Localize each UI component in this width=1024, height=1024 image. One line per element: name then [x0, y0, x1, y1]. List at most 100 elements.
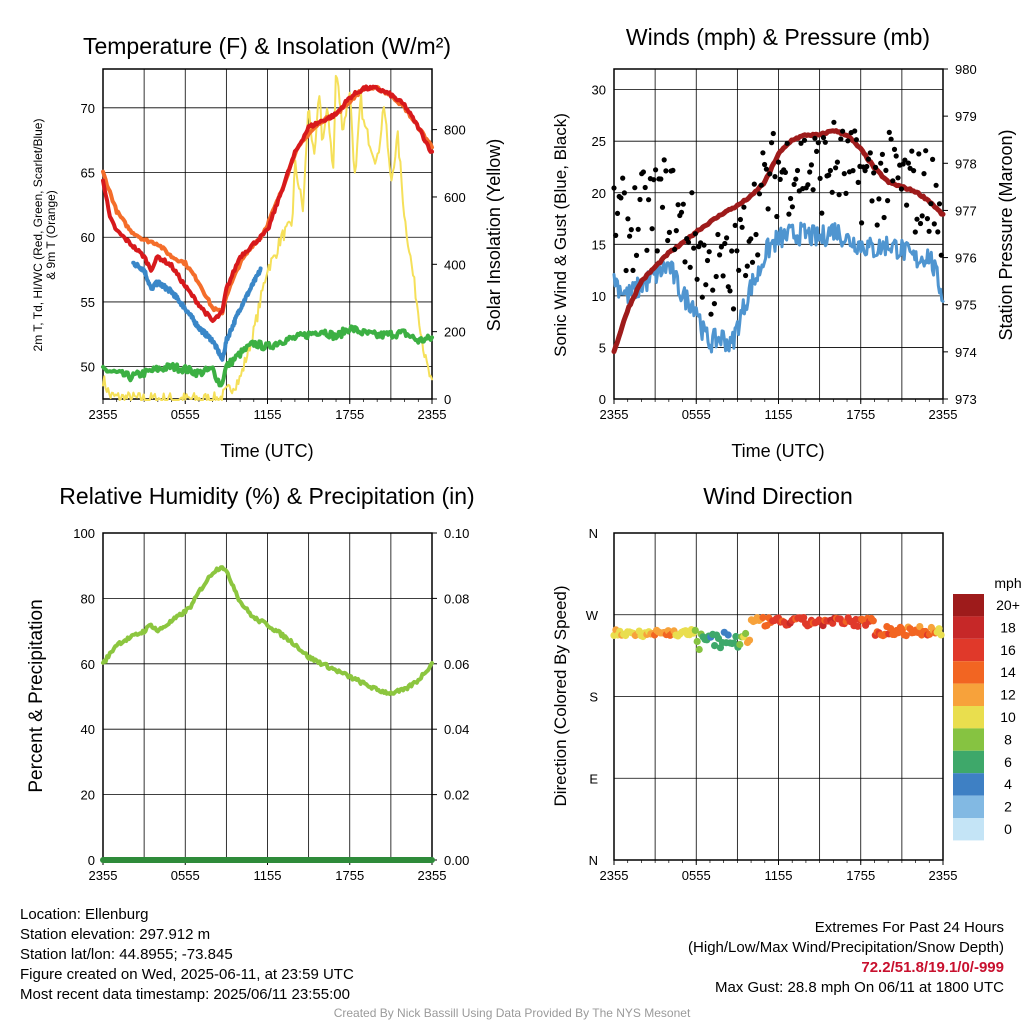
gust-point [900, 161, 906, 167]
wind-y2tick-label: 980 [955, 62, 977, 77]
info-location: Location: Ellenburg [20, 906, 149, 923]
gust-point [936, 201, 943, 207]
direction-point [736, 640, 744, 649]
rh-y2tick-label: 0.02 [444, 788, 469, 803]
gust-point [838, 136, 844, 142]
gust-point [798, 140, 804, 146]
temp-xtick-label: 1155 [254, 407, 282, 422]
gust-point [755, 252, 761, 258]
gust-point [911, 168, 917, 174]
direction-point [898, 625, 907, 634]
dir-xtick-label: 1755 [846, 868, 875, 883]
gust-point [898, 186, 905, 192]
solar-insolation-line [102, 74, 433, 401]
gust-point [819, 210, 825, 216]
direction-point [711, 642, 719, 650]
gust-point [753, 231, 759, 238]
wind-title: Winds (mph) & Pressure (mb) [626, 24, 930, 50]
dewpoint-line [101, 324, 434, 388]
gust-point [852, 128, 858, 134]
wind-chill-line [131, 260, 263, 362]
colorbar-swatch [953, 706, 984, 729]
gust-point [685, 239, 692, 245]
gust-point [665, 237, 671, 244]
wind-xtick-label: 2355 [929, 407, 958, 422]
rh-y2tick-label: 0.06 [444, 657, 469, 672]
station-info: Location: Ellenburg Station elevation: 2… [20, 905, 354, 1005]
dir-ytick-label: S [589, 690, 598, 705]
info-elevation: Station elevation: 297.912 m [20, 926, 211, 943]
gust-point [869, 198, 875, 204]
wind-xtick-label: 1755 [846, 407, 875, 422]
colorbar-label: 18 [1000, 619, 1016, 635]
gust-point [703, 282, 709, 288]
colorbar-swatch [953, 818, 984, 841]
gust-point [886, 129, 892, 135]
gust-point [623, 267, 629, 274]
gust-point [743, 272, 749, 279]
colorbar-label: 8 [1004, 731, 1012, 747]
gust-point [760, 150, 766, 156]
colorbar-label: 4 [1004, 776, 1012, 792]
gust-point [613, 232, 619, 238]
temp-ytick-label: 55 [81, 295, 95, 310]
colorbar-label: 6 [1004, 754, 1012, 770]
gust-point [912, 229, 918, 235]
direction-point [935, 625, 943, 633]
gust-point [749, 259, 756, 265]
gust-point [630, 267, 636, 273]
gust-point [670, 167, 676, 173]
colorbar-label: 0 [1004, 821, 1012, 837]
temp-xtick-label: 2355 [418, 407, 447, 422]
gust-point [770, 130, 776, 137]
dir-ytick-label: E [589, 771, 598, 786]
colorbar-swatch [953, 773, 984, 796]
gust-point [836, 192, 842, 198]
gust-point [855, 179, 861, 185]
wind-ytick-label: 15 [592, 237, 606, 252]
colorbar-swatch [953, 661, 984, 684]
gust-point [734, 248, 740, 254]
extremes-box: Extremes For Past 24 Hours (High/Low/Max… [688, 918, 1004, 998]
wind-ytick-label: 0 [599, 392, 606, 407]
gust-point [762, 161, 768, 168]
gust-point [853, 137, 860, 143]
gust-point [748, 236, 754, 242]
rh-xtick-label: 2355 [418, 868, 447, 883]
dir-xtick-label: 2355 [600, 868, 629, 883]
dir-ytick-label: N [589, 526, 598, 541]
gust-point [744, 263, 750, 269]
gust-point [640, 169, 647, 175]
gust-point [694, 276, 700, 282]
temperature-line [101, 84, 434, 323]
gust-point [673, 228, 679, 234]
gust-point [765, 206, 771, 212]
rh-title: Relative Humidity (%) & Precipitation (i… [59, 483, 474, 509]
gust-point [888, 136, 894, 142]
gust-point [789, 204, 796, 210]
info-recent: Most recent data timestamp: 2025/06/11 2… [20, 986, 350, 1003]
wind-xtick-label: 2355 [600, 407, 629, 422]
direction-point [887, 625, 895, 633]
rh-ytick-label: 20 [81, 788, 95, 803]
gust-point [879, 151, 886, 157]
gust-point [862, 168, 868, 174]
dir-title: Wind Direction [703, 483, 853, 509]
gust-point [909, 148, 915, 154]
gust-point [646, 197, 652, 203]
dir-xtick-label: 2355 [929, 868, 958, 883]
colorbar-label: 14 [1000, 664, 1016, 680]
wind-y2tick-label: 974 [955, 345, 977, 360]
sonic-wind-line [612, 221, 945, 354]
direction-point [800, 614, 808, 622]
gust-point [713, 273, 719, 280]
extremes-gust: Max Gust: 28.8 mph On 06/11 at 1800 UTC [714, 979, 1004, 996]
gust-point [876, 196, 882, 202]
gust-point [620, 175, 626, 181]
info-created: Figure created on Wed, 2025-06-11, at 23… [20, 966, 354, 983]
gust-point [917, 220, 924, 227]
gust-point [850, 168, 856, 174]
dir-ytick-label: N [589, 853, 598, 868]
colorbar-swatch [953, 594, 984, 617]
